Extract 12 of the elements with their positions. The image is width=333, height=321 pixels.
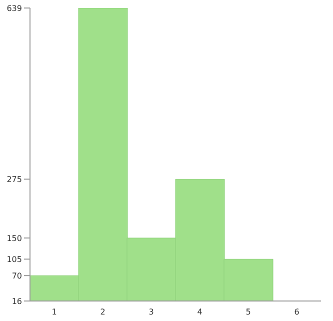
x-tick-label: 3 (148, 308, 154, 317)
x-tick-label: 1 (52, 308, 57, 317)
x-tick-label: 4 (197, 308, 202, 317)
y-tick-label: 639 (6, 4, 22, 13)
x-tick-label: 2 (100, 308, 106, 317)
y-tick-label: 150 (6, 234, 22, 243)
x-tick-label: 5 (246, 308, 251, 317)
x-tick-label: 6 (294, 308, 300, 317)
y-tick-label: 105 (6, 254, 22, 264)
y-tick-label: 275 (6, 175, 22, 184)
y-tick-label: 16 (12, 296, 22, 306)
y-tick-label: 70 (12, 271, 22, 280)
